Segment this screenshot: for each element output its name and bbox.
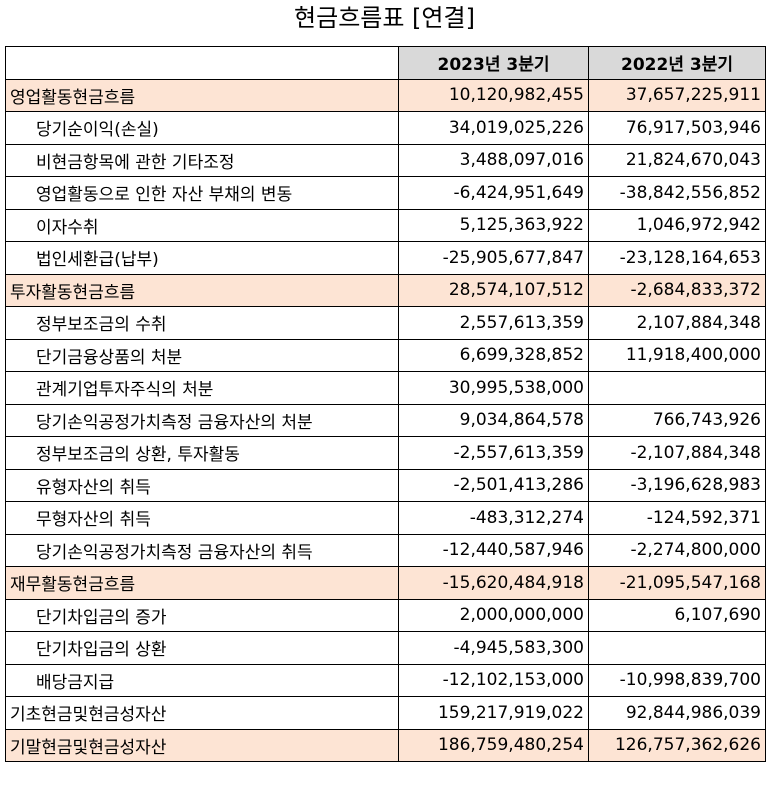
value-2023-q3: 186,759,480,254: [398, 728, 589, 762]
value-2023-q3: -12,440,587,946: [398, 533, 589, 567]
value-2023-q3: 28,574,107,512: [398, 273, 589, 307]
page-title: 현금흐름표 [연결]: [294, 4, 475, 32]
section-row: 투자활동현금흐름 28,574,107,512 -2,684,833,372: [5, 273, 766, 307]
table-header-row: 2023년 3분기 2022년 3분기: [5, 46, 766, 80]
row-label: 관계기업투자주식의 처분: [5, 371, 399, 405]
value-2023-q3: 159,217,919,022: [398, 696, 589, 730]
value-2022-q3: 766,743,926: [588, 403, 766, 437]
table-row: 배당금지급 -12,102,153,000 -10,998,839,700: [5, 663, 766, 697]
header-2022-q3: 2022년 3분기: [588, 46, 766, 80]
row-label: 당기순이익(손실): [5, 111, 399, 145]
table-row: 단기차입금의 상환 -4,945,583,300: [5, 631, 766, 665]
table-row: 기초현금및현금성자산 159,217,919,022 92,844,986,039: [5, 696, 766, 730]
value-2022-q3: 6,107,690: [588, 598, 766, 632]
value-2022-q3: -10,998,839,700: [588, 663, 766, 697]
value-2022-q3: -38,842,556,852: [588, 176, 766, 210]
value-2022-q3: -23,128,164,653: [588, 241, 766, 275]
row-label: 단기금융상품의 처분: [5, 338, 399, 372]
value-2022-q3: [588, 631, 766, 665]
header-2023-q3: 2023년 3분기: [398, 46, 589, 80]
value-2023-q3: -12,102,153,000: [398, 663, 589, 697]
row-label: 기말현금및현금성자산: [5, 728, 399, 762]
value-2023-q3: 3,488,097,016: [398, 143, 589, 177]
value-2022-q3: -124,592,371: [588, 501, 766, 535]
value-2022-q3: -2,107,884,348: [588, 436, 766, 470]
value-2022-q3: 2,107,884,348: [588, 306, 766, 340]
value-2023-q3: -6,424,951,649: [398, 176, 589, 210]
section-row: 재무활동현금흐름 -15,620,484,918 -21,095,547,168: [5, 566, 766, 600]
table-row: 정부보조금의 수취 2,557,613,359 2,107,884,348: [5, 306, 766, 340]
row-label: 당기손익공정가치측정 금융자산의 처분: [5, 403, 399, 437]
value-2023-q3: -2,501,413,286: [398, 468, 589, 502]
row-label: 영업활동으로 인한 자산 부채의 변동: [5, 176, 399, 210]
header-blank-cell: [5, 46, 399, 80]
table-row: 유형자산의 취득 -2,501,413,286 -3,196,628,983: [5, 468, 766, 502]
section-row: 기말현금및현금성자산 186,759,480,254 126,757,362,626: [5, 728, 766, 762]
value-2023-q3: 10,120,982,455: [398, 78, 589, 112]
table-row: 정부보조금의 상환, 투자활동 -2,557,613,359 -2,107,884,…: [5, 436, 766, 470]
value-2022-q3: -3,196,628,983: [588, 468, 766, 502]
value-2022-q3: -21,095,547,168: [588, 566, 766, 600]
value-2022-q3: 76,917,503,946: [588, 111, 766, 145]
row-label: 배당금지급: [5, 663, 399, 697]
value-2022-q3: 11,918,400,000: [588, 338, 766, 372]
table-row: 비현금항목에 관한 기타조정 3,488,097,016 21,824,670,04…: [5, 143, 766, 177]
value-2022-q3: -2,684,833,372: [588, 273, 766, 307]
row-label: 법인세환급(납부): [5, 241, 399, 275]
row-label: 단기차입금의 상환: [5, 631, 399, 665]
value-2023-q3: 9,034,864,578: [398, 403, 589, 437]
row-label: 단기차입금의 증가: [5, 598, 399, 632]
table-row: 당기손익공정가치측정 금융자산의 취득 -12,440,587,946 -2,274…: [5, 533, 766, 567]
table-row: 관계기업투자주식의 처분 30,995,538,000: [5, 371, 766, 405]
value-2023-q3: 34,019,025,226: [398, 111, 589, 145]
value-2022-q3: 21,824,670,043: [588, 143, 766, 177]
table-row: 영업활동으로 인한 자산 부채의 변동 -6,424,951,649 -38,842…: [5, 176, 766, 210]
value-2022-q3: 126,757,362,626: [588, 728, 766, 762]
value-2023-q3: 2,000,000,000: [398, 598, 589, 632]
value-2022-q3: -2,274,800,000: [588, 533, 766, 567]
cash-flow-table: 2023년 3분기 2022년 3분기 영업활동현금흐름 10,120,982,4…: [5, 46, 766, 762]
value-2022-q3: 1,046,972,942: [588, 208, 766, 242]
row-label: 영업활동현금흐름: [5, 78, 399, 112]
value-2023-q3: -4,945,583,300: [398, 631, 589, 665]
table-body: 영업활동현금흐름 10,120,982,455 37,657,225,911 당기순이…: [5, 78, 766, 762]
row-label: 무형자산의 취득: [5, 501, 399, 535]
value-2023-q3: 2,557,613,359: [398, 306, 589, 340]
value-2023-q3: -15,620,484,918: [398, 566, 589, 600]
value-2023-q3: 30,995,538,000: [398, 371, 589, 405]
value-2022-q3: 92,844,986,039: [588, 696, 766, 730]
table-row: 당기순이익(손실) 34,019,025,226 76,917,503,946: [5, 111, 766, 145]
row-label: 재무활동현금흐름: [5, 566, 399, 600]
row-label: 정부보조금의 상환, 투자활동: [5, 436, 399, 470]
row-label: 이자수취: [5, 208, 399, 242]
value-2023-q3: -25,905,677,847: [398, 241, 589, 275]
table-row: 이자수취 5,125,363,922 1,046,972,942: [5, 208, 766, 242]
table-row: 단기차입금의 증가 2,000,000,000 6,107,690: [5, 598, 766, 632]
row-label: 기초현금및현금성자산: [5, 696, 399, 730]
table-row: 무형자산의 취득 -483,312,274 -124,592,371: [5, 501, 766, 535]
value-2022-q3: [588, 371, 766, 405]
value-2023-q3: -483,312,274: [398, 501, 589, 535]
table-row: 단기금융상품의 처분 6,699,328,852 11,918,400,000: [5, 338, 766, 372]
value-2023-q3: 6,699,328,852: [398, 338, 589, 372]
table-row: 당기손익공정가치측정 금융자산의 처분 9,034,864,578 766,743,…: [5, 403, 766, 437]
value-2023-q3: -2,557,613,359: [398, 436, 589, 470]
value-2022-q3: 37,657,225,911: [588, 78, 766, 112]
section-row: 영업활동현금흐름 10,120,982,455 37,657,225,911: [5, 78, 766, 112]
row-label: 정부보조금의 수취: [5, 306, 399, 340]
row-label: 유형자산의 취득: [5, 468, 399, 502]
row-label: 투자활동현금흐름: [5, 273, 399, 307]
table-row: 법인세환급(납부) -25,905,677,847 -23,128,164,653: [5, 241, 766, 275]
row-label: 당기손익공정가치측정 금융자산의 취득: [5, 533, 399, 567]
row-label: 비현금항목에 관한 기타조정: [5, 143, 399, 177]
value-2023-q3: 5,125,363,922: [398, 208, 589, 242]
